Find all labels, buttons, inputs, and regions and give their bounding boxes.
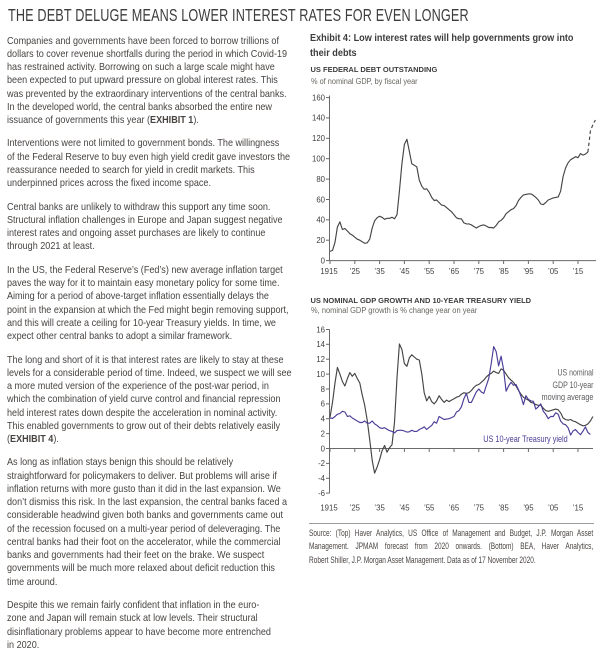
svg-text:’45: ’45: [399, 267, 410, 276]
svg-text:0: 0: [321, 256, 326, 265]
svg-text:120: 120: [312, 134, 326, 143]
svg-text:’85: ’85: [498, 504, 509, 513]
svg-text:160: 160: [312, 93, 326, 102]
svg-text:100: 100: [312, 155, 326, 164]
svg-text:’35: ’35: [374, 267, 385, 276]
svg-text:6: 6: [321, 400, 325, 409]
svg-text:US 10-year Treasury yield: US 10-year Treasury yield: [483, 433, 568, 444]
svg-text:1915: 1915: [320, 504, 338, 513]
svg-text:-6: -6: [318, 489, 325, 498]
svg-text:’65: ’65: [449, 267, 460, 276]
svg-text:’45: ’45: [399, 504, 410, 513]
svg-text:’65: ’65: [449, 504, 460, 513]
svg-text:’85: ’85: [498, 267, 509, 276]
svg-text:’25: ’25: [350, 504, 361, 513]
svg-text:140: 140: [312, 114, 326, 123]
svg-text:1915: 1915: [320, 267, 338, 276]
svg-text:’75: ’75: [474, 267, 485, 276]
svg-text:’95: ’95: [523, 504, 534, 513]
svg-text:’75: ’75: [474, 504, 485, 513]
svg-text:’25: ’25: [350, 267, 361, 276]
svg-text:US nominal: US nominal: [558, 367, 594, 378]
svg-text:’35: ’35: [374, 504, 385, 513]
svg-text:-4: -4: [318, 474, 326, 483]
svg-text:’05: ’05: [548, 267, 559, 276]
svg-text:80: 80: [316, 175, 325, 184]
svg-text:’05: ’05: [548, 504, 559, 513]
svg-text:12: 12: [316, 355, 325, 364]
svg-text:40: 40: [316, 216, 325, 225]
svg-text:4: 4: [321, 415, 326, 424]
svg-text:’55: ’55: [424, 504, 435, 513]
svg-text:60: 60: [316, 195, 325, 204]
svg-text:14: 14: [316, 340, 325, 349]
svg-text:’15: ’15: [573, 267, 584, 276]
svg-text:10: 10: [316, 370, 325, 379]
svg-text:2: 2: [321, 429, 325, 438]
svg-text:-2: -2: [318, 459, 325, 468]
svg-text:’55: ’55: [424, 267, 435, 276]
svg-text:’15: ’15: [573, 504, 584, 513]
svg-text:GDP 10-year: GDP 10-year: [553, 379, 594, 390]
svg-text:16: 16: [316, 325, 325, 334]
svg-text:8: 8: [321, 385, 325, 394]
svg-text:20: 20: [316, 236, 325, 245]
svg-text:0: 0: [321, 444, 326, 453]
svg-text:moving average: moving average: [542, 391, 594, 402]
svg-text:’95: ’95: [523, 267, 534, 276]
